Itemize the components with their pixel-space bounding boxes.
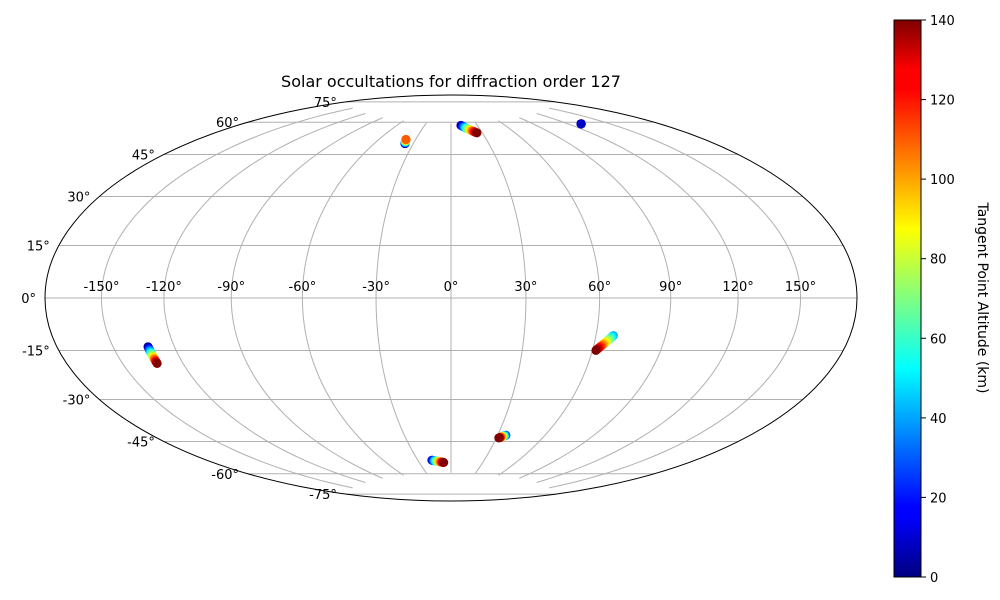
- occultation-point: [591, 345, 601, 355]
- latitude-tick-label: -60°: [211, 468, 239, 483]
- map-boundary: [44, 94, 858, 502]
- colorbar-gradient: [893, 19, 922, 578]
- colorbar-ticks: 0 20 40 60 80 100 120 140: [921, 14, 955, 586]
- latitude-tick-label: 45°: [132, 149, 155, 164]
- longitude-tick-label: -150°: [83, 280, 119, 295]
- occultation-point: [152, 358, 162, 368]
- occultation-point: [576, 119, 586, 129]
- latitude-tick-label: -45°: [127, 436, 155, 451]
- longitude-tick-label: 0°: [444, 280, 459, 295]
- longitude-tick-label: 120°: [722, 280, 753, 295]
- latitude-tick-label: -75°: [309, 488, 337, 503]
- latitude-tick-label: 0°: [21, 292, 36, 307]
- colorbar: 0 20 40 60 80 100 120 140 Tangent Point Altitud…: [893, 14, 990, 586]
- occultation-point: [401, 134, 411, 144]
- colorbar-tick-label: 80: [930, 253, 947, 268]
- occultation-point: [439, 458, 449, 467]
- latitude-tick-label: 30°: [67, 191, 90, 206]
- longitude-tick-labels: -150° -120° -90° -60° -30° 0° 30° 60° 90° 120° 150…: [83, 280, 816, 295]
- longitude-tick-label: 150°: [785, 280, 816, 295]
- colorbar-tick-label: 100: [930, 173, 955, 188]
- latitude-tick-label: -30°: [63, 394, 91, 409]
- colorbar-tick-label: 20: [930, 491, 947, 506]
- colorbar-tick-label: 120: [930, 94, 955, 109]
- longitude-tick-label: -90°: [217, 280, 245, 295]
- occultation-points: [143, 119, 618, 467]
- latitude-tick-label: 60°: [216, 116, 239, 131]
- occultation-point: [472, 128, 482, 138]
- colorbar-tick-label: 40: [930, 412, 947, 427]
- chart-title: Solar occultations for diffraction order…: [281, 72, 621, 91]
- latitude-tick-labels: -75° -60° -45° -30° -15° 0° 15° 30° 45° 60° 75°: [21, 96, 337, 503]
- colorbar-label: Tangent Point Altitude (km): [974, 201, 990, 393]
- colorbar-tick-label: 60: [930, 332, 947, 347]
- latitude-tick-label: -15°: [22, 345, 50, 360]
- longitude-tick-label: -60°: [289, 280, 317, 295]
- longitude-tick-label: 60°: [588, 280, 611, 295]
- longitude-tick-label: 90°: [659, 280, 682, 295]
- graticule: [45, 101, 857, 495]
- occultation-point: [494, 433, 504, 443]
- latitude-tick-label: 15°: [27, 240, 50, 255]
- latitude-tick-label: 75°: [314, 96, 337, 111]
- longitude-tick-label: 30°: [514, 280, 537, 295]
- longitude-tick-label: -30°: [362, 280, 390, 295]
- colorbar-tick-label: 140: [930, 14, 955, 29]
- colorbar-tick-label: 0: [930, 571, 938, 586]
- longitude-tick-label: -120°: [146, 280, 182, 295]
